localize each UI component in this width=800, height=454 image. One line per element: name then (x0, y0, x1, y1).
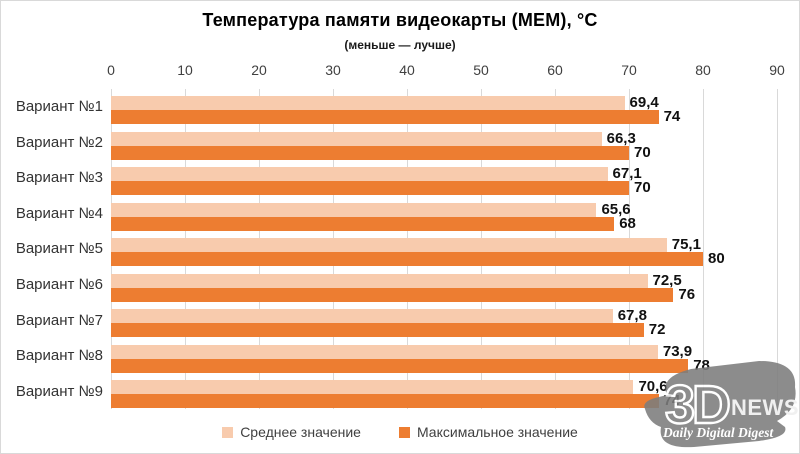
bar-maximum (111, 287, 674, 302)
bar-line: 69,4 (111, 94, 778, 111)
axis-tick-label: 90 (769, 62, 785, 78)
value-label: 75,1 (671, 236, 701, 254)
category-label: Вариант №4 (15, 204, 103, 222)
bar-line: 67,8 (111, 307, 778, 325)
chart-subtitle: (меньше — лучше) (344, 38, 456, 52)
bar-line: 74 (111, 392, 778, 410)
category-row: 67,1 70 (111, 160, 778, 196)
value-label: 68 (619, 214, 636, 232)
category-labels: Вариант №1 Вариант №2 Вариант №3 Вариант №4… (1, 89, 103, 409)
bar-average (111, 309, 613, 324)
value-label: 74 (663, 108, 681, 125)
value-label: 72 (648, 321, 666, 339)
value-label: 65,6 (601, 200, 631, 218)
value-label: 74 (663, 392, 681, 410)
legend-label-maximum: Максимальное значение (416, 424, 578, 440)
bar-average (111, 96, 625, 110)
bar-average (111, 131, 602, 146)
value-label: 66,3 (606, 129, 636, 147)
category-row: 66,3 70 (111, 125, 778, 161)
plot-area: 69,4 74 66,3 70 67,1 70 65,6 68 75,1 80 72,5 76 67,8… (111, 89, 778, 409)
value-label: 73,9 (662, 342, 693, 360)
legend: Среднее значение Максимальное значение (1, 422, 799, 442)
axis-tick-label: 40 (399, 62, 415, 78)
category-row: 75,1 80 (111, 231, 778, 267)
category-label: Вариант №8 (15, 347, 103, 365)
legend-item-average: Среднее значение (222, 424, 361, 440)
axis-tick-label: 10 (177, 62, 193, 78)
value-label: 67,1 (612, 165, 642, 183)
bar-line: 73,9 (111, 342, 778, 360)
category-row: 67,8 72 (111, 302, 778, 338)
category-label: Вариант №7 (15, 311, 103, 329)
category-label: Вариант №3 (15, 169, 103, 187)
bar-line: 76 (111, 285, 778, 303)
category-row: 70,6 74 (111, 373, 778, 409)
value-label: 70 (634, 143, 651, 161)
legend-item-maximum: Максимальное значение (398, 424, 578, 440)
axis-tick-label: 70 (621, 62, 637, 78)
bar-maximum (111, 110, 659, 124)
category-label: Вариант №6 (15, 276, 103, 293)
legend-swatch-maximum (398, 426, 410, 438)
bar-average (111, 167, 608, 182)
bar-line: 70 (111, 143, 778, 161)
bar-maximum (111, 216, 615, 231)
value-label: 78 (693, 356, 710, 374)
bar-maximum (111, 358, 689, 373)
category-label: Вариант №2 (15, 133, 103, 151)
bar-average (111, 202, 597, 217)
bar-average (111, 273, 648, 288)
bar-line: 68 (111, 214, 778, 232)
bar-line: 78 (111, 356, 778, 374)
bar-line: 65,6 (111, 200, 778, 218)
category-row: 73,9 78 (111, 338, 778, 374)
axis-tick-label: 0 (107, 62, 115, 78)
axis-tick-label: 80 (695, 62, 711, 78)
value-label: 67,8 (617, 307, 647, 325)
chart-title: Температура памяти видеокарты (MEM), °C (202, 10, 598, 30)
category-label: Вариант №1 (15, 98, 103, 116)
bar-maximum (111, 323, 644, 338)
category-label: Вариант №5 (15, 240, 103, 258)
bar-line: 67,1 (111, 165, 778, 183)
bar-average (111, 238, 667, 253)
legend-label-average: Среднее значение (240, 424, 361, 440)
bar-line: 75,1 (111, 236, 778, 254)
category-row: 72,5 76 (111, 267, 778, 303)
bar-maximum (111, 252, 703, 267)
bar-line: 74 (111, 108, 778, 125)
value-label: 72,5 (652, 271, 682, 289)
category-row: 69,4 74 (111, 89, 778, 125)
axis-tick-label: 50 (473, 62, 489, 78)
bar-maximum (111, 181, 629, 196)
bar-line: 72,5 (111, 271, 778, 289)
bar-maximum (111, 394, 659, 409)
bar-line: 72 (111, 321, 778, 339)
bar-line: 80 (111, 250, 778, 268)
axis-tick-label: 30 (325, 62, 341, 78)
bar-average (111, 344, 658, 359)
bar-line: 66,3 (111, 129, 778, 147)
bar-line: 70 (111, 179, 778, 197)
axis-tick-label: 20 (251, 62, 267, 78)
value-label: 69,4 (629, 94, 659, 111)
bar-average (111, 380, 634, 395)
category-label: Вариант №9 (15, 382, 103, 400)
category-row: 65,6 68 (111, 196, 778, 232)
value-label: 76 (678, 285, 696, 303)
axis-tick-label: 60 (547, 62, 563, 78)
value-label: 70 (634, 179, 651, 197)
x-axis: 0 10 20 30 40 50 60 70 80 90 (1, 62, 799, 80)
value-label: 80 (708, 250, 725, 268)
bar-maximum (111, 145, 629, 160)
legend-swatch-average (222, 426, 234, 438)
